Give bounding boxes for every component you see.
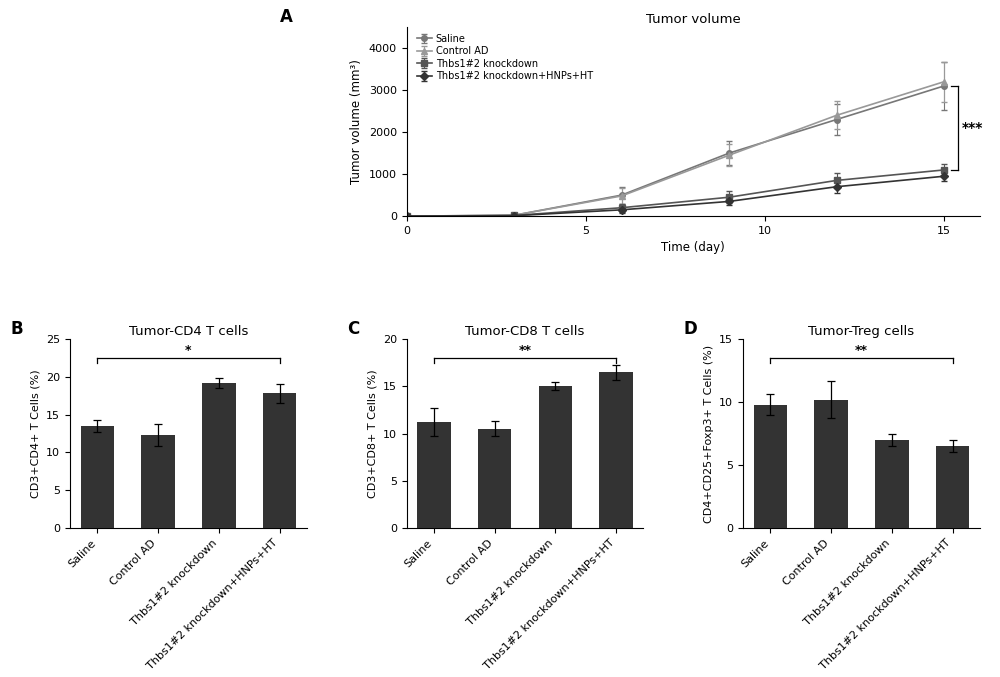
Bar — [478, 429, 511, 528]
X-axis label: Time (day): Time (day) — [661, 242, 725, 255]
Y-axis label: CD4+CD25+Foxp3+ T Cells (%): CD4+CD25+Foxp3+ T Cells (%) — [704, 345, 714, 523]
Bar — [417, 422, 451, 528]
Text: A: A — [280, 8, 293, 26]
Title: Tumor-CD8 T cells: Tumor-CD8 T cells — [465, 325, 585, 338]
Text: *: * — [185, 344, 192, 357]
Text: **: ** — [518, 344, 532, 357]
Title: Tumor volume: Tumor volume — [646, 13, 741, 26]
Bar — [263, 393, 296, 528]
Bar — [141, 435, 175, 528]
Bar — [936, 446, 969, 528]
Bar — [875, 440, 909, 528]
Text: D: D — [684, 320, 698, 338]
Bar — [814, 399, 848, 528]
Text: C: C — [347, 320, 360, 338]
Y-axis label: Tumor volume (mm³): Tumor volume (mm³) — [350, 59, 363, 184]
Legend: Saline, Control AD, Thbs1#2 knockdown, Thbs1#2 knockdown+HNPs+HT: Saline, Control AD, Thbs1#2 knockdown, T… — [417, 34, 593, 81]
Bar — [81, 426, 114, 528]
Bar — [202, 383, 236, 528]
Title: Tumor-CD4 T cells: Tumor-CD4 T cells — [129, 325, 248, 338]
Text: B: B — [11, 320, 23, 338]
Bar — [754, 405, 787, 528]
Bar — [599, 372, 633, 528]
Y-axis label: CD3+CD8+ T Cells (%): CD3+CD8+ T Cells (%) — [367, 369, 377, 498]
Text: **: ** — [855, 344, 868, 357]
Title: Tumor-Treg cells: Tumor-Treg cells — [808, 325, 915, 338]
Bar — [539, 387, 572, 528]
Text: ***: *** — [962, 121, 983, 135]
Y-axis label: CD3+CD4+ T Cells (%): CD3+CD4+ T Cells (%) — [31, 369, 41, 498]
